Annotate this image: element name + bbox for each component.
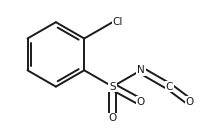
Text: O: O — [137, 97, 145, 107]
Text: O: O — [108, 113, 117, 123]
Text: S: S — [109, 82, 116, 92]
Text: N: N — [137, 65, 145, 75]
Text: Cl: Cl — [113, 17, 123, 27]
Text: O: O — [186, 97, 194, 107]
Text: C: C — [166, 82, 173, 92]
